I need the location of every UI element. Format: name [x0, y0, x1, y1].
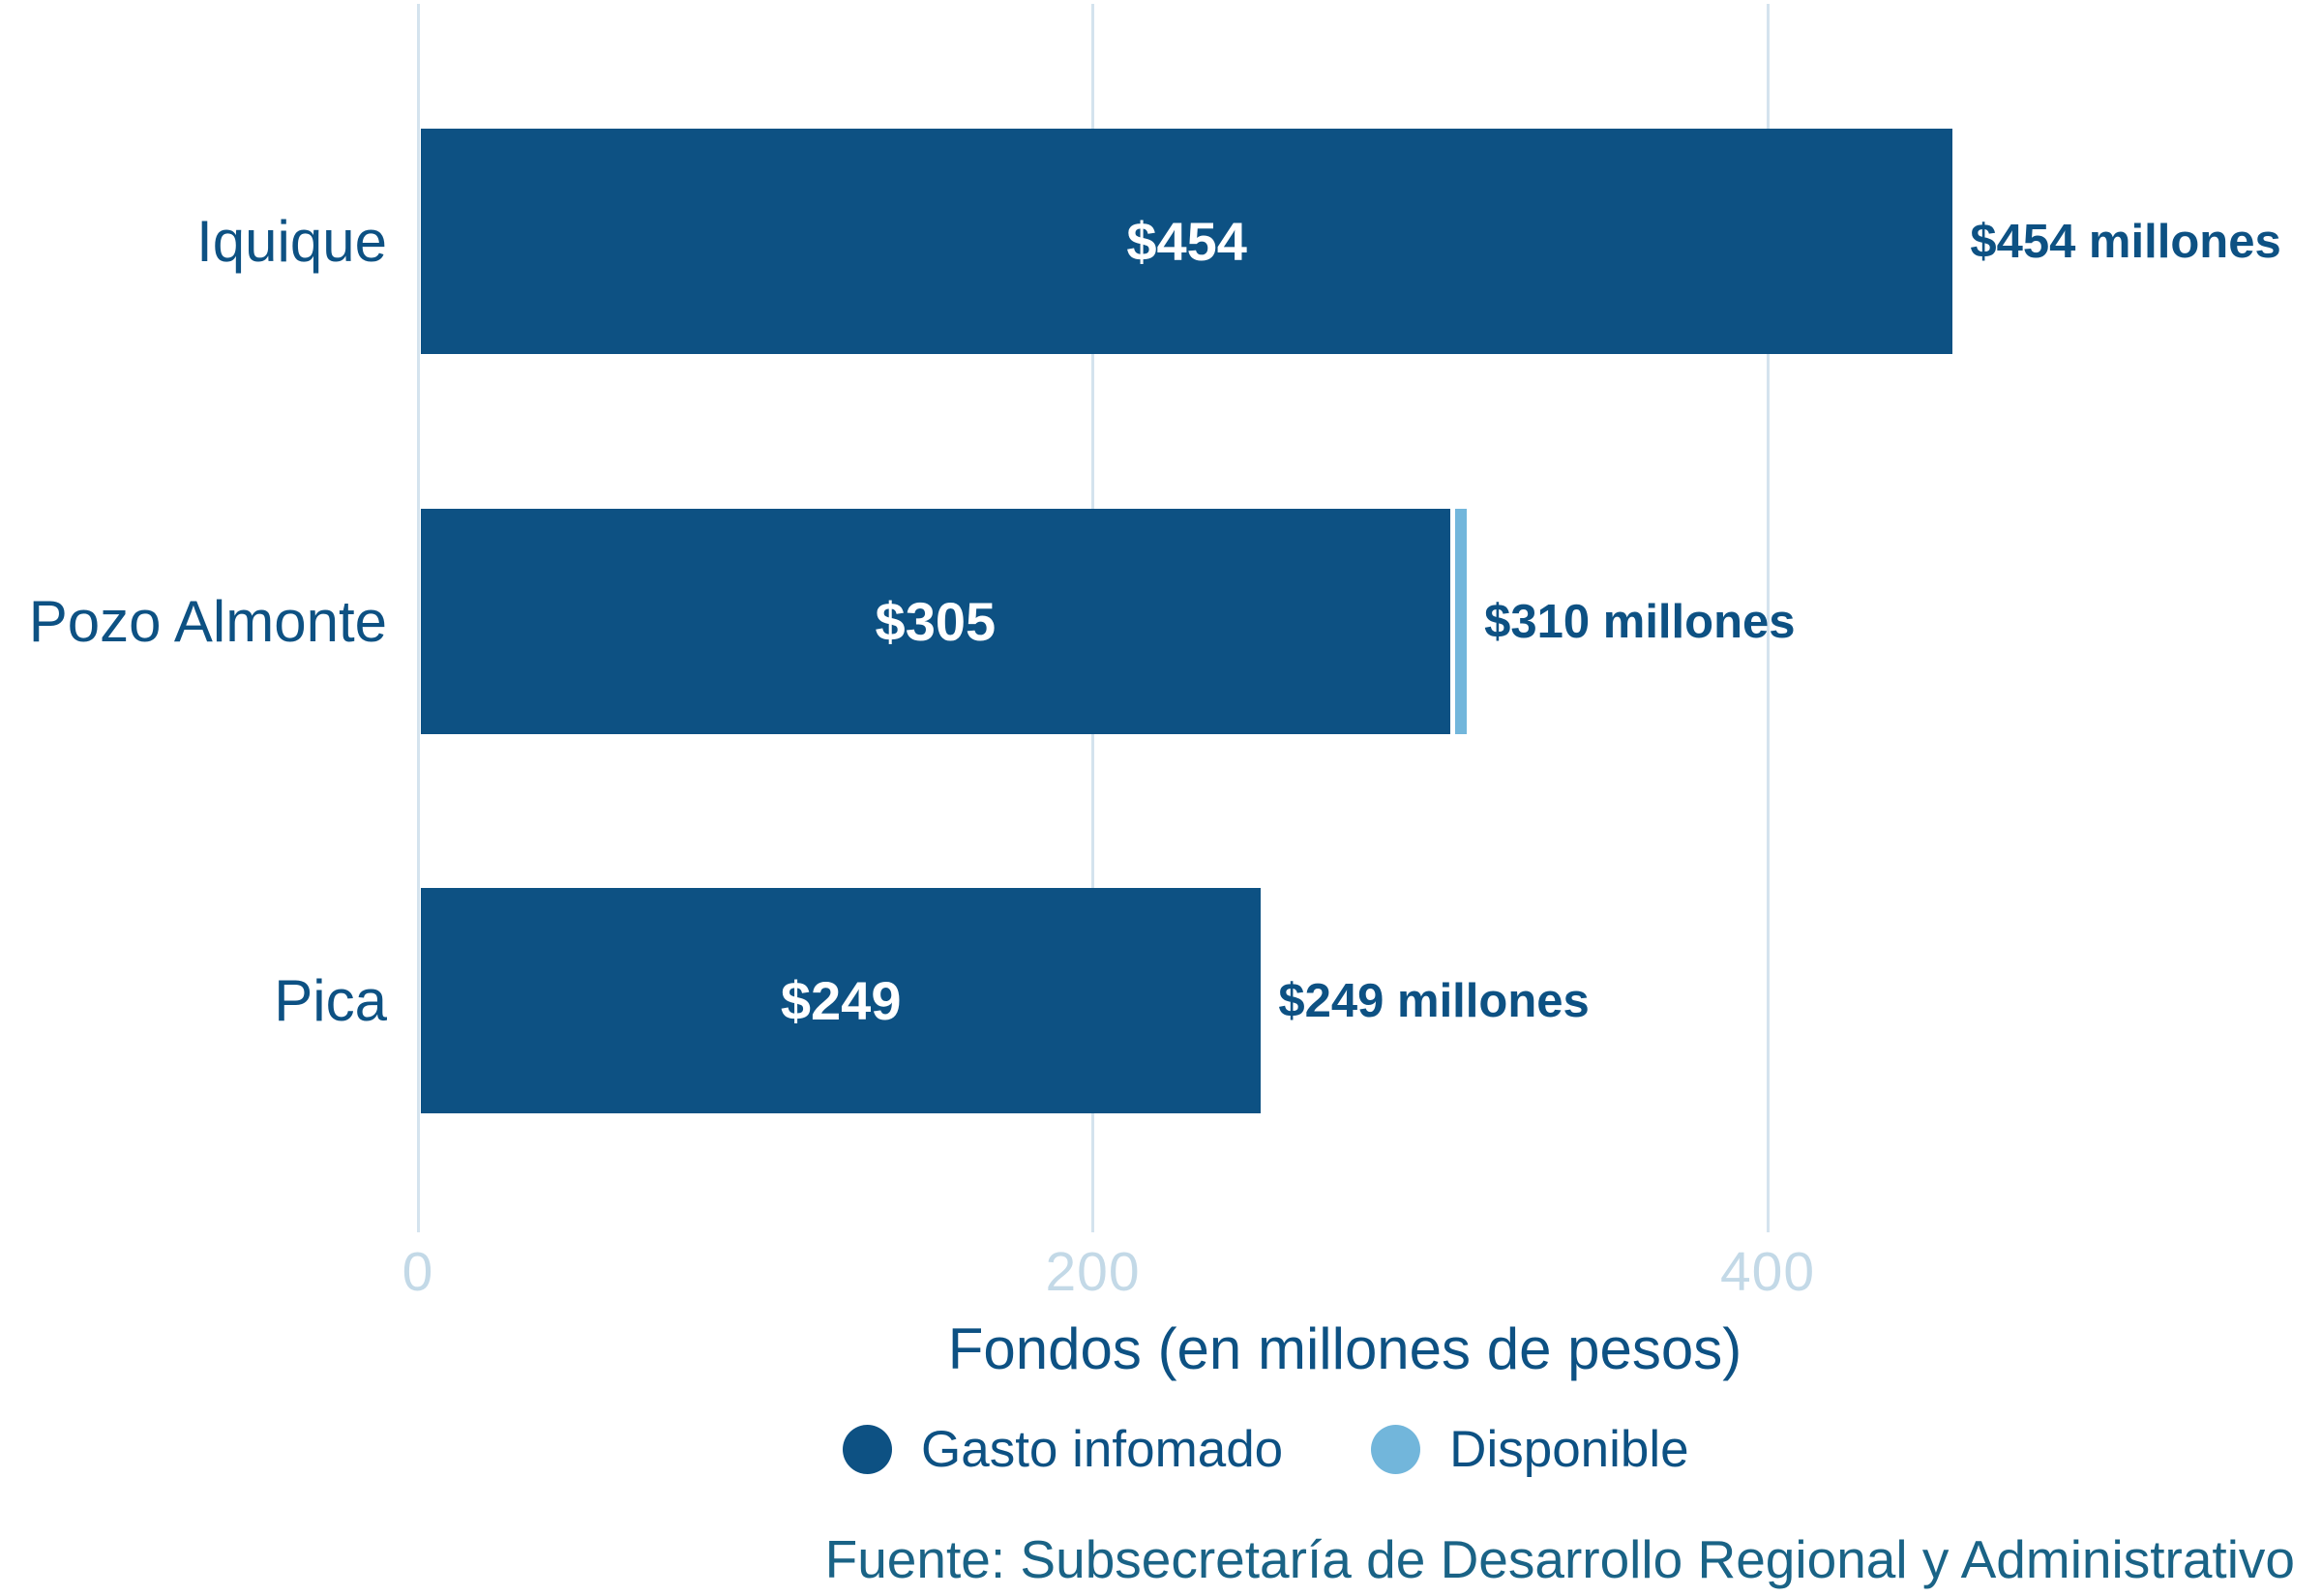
bar-gasto: $454: [421, 129, 1953, 354]
bar-total-label: $249 millones: [1278, 974, 1590, 1027]
bar-disponible: [1454, 509, 1468, 734]
legend-swatch-icon: [1371, 1424, 1421, 1474]
source-caption: Fuente: Subsecretaría de Desarrollo Regi…: [824, 1529, 2295, 1589]
bar-gasto: $305: [421, 509, 1450, 734]
category-label: Pozo Almonte: [28, 589, 387, 654]
x-tick-label: 0: [402, 1241, 434, 1303]
category-label: Iquique: [196, 209, 387, 274]
legend: Gasto infomado Disponible: [843, 1420, 1689, 1479]
bar-value-label: $249: [780, 970, 902, 1031]
bar-total-label: $454 millones: [1970, 215, 2281, 268]
bar-total-label: $310 millones: [1484, 595, 1796, 648]
x-tick-label: 400: [1719, 1241, 1816, 1303]
gridline: [416, 4, 420, 1232]
bar-value-label: $454: [1126, 211, 1247, 272]
legend-label: Disponible: [1449, 1420, 1689, 1478]
bar-value-label: $305: [875, 591, 997, 652]
legend-item: Gasto infomado: [843, 1420, 1283, 1479]
gridline: [1766, 4, 1770, 1232]
legend-item: Disponible: [1371, 1420, 1689, 1479]
x-tick-label: 200: [1045, 1241, 1141, 1303]
legend-swatch-icon: [843, 1424, 892, 1474]
x-axis-title: Fondos (en millones de pesos): [947, 1316, 1742, 1381]
category-label: Pica: [274, 968, 387, 1033]
bar-gasto: $249: [421, 888, 1262, 1113]
legend-label: Gasto infomado: [921, 1420, 1284, 1478]
